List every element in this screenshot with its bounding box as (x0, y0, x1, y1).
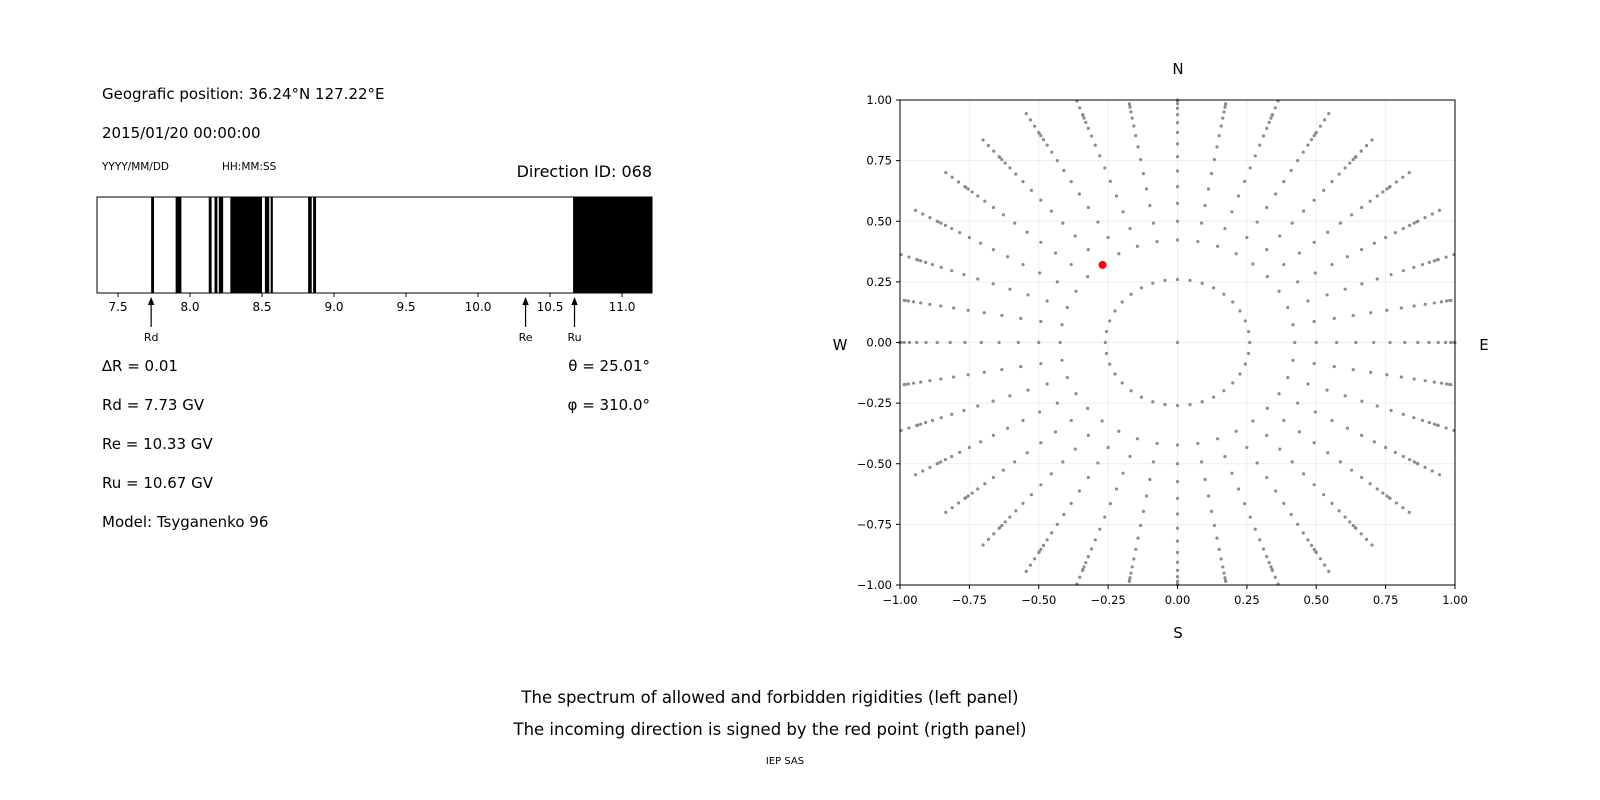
svg-text:8.5: 8.5 (252, 300, 271, 314)
svg-text:7.5: 7.5 (108, 300, 127, 314)
arrow-up-icon (522, 297, 529, 305)
compass-south-label: S (1173, 624, 1183, 642)
direction-map-plot: −1.00 −0.75 −0.50 −0.25 0.00 0.25 0.50 0.75 1.00… (857, 93, 1468, 607)
delta-r-label: ∆R = 0.01 (102, 357, 178, 375)
svg-text:0.25: 0.25 (1234, 593, 1260, 607)
datetime-label: 2015/01/20 00:00:00 (102, 124, 261, 142)
svg-text:10.5: 10.5 (537, 300, 564, 314)
caption-line-1: The spectrum of allowed and forbidden ri… (521, 688, 1019, 707)
svg-text:8.0: 8.0 (180, 300, 199, 314)
svg-text:−1.00: −1.00 (857, 578, 892, 592)
svg-text:Ru: Ru (567, 331, 581, 344)
ru-value-label: Ru = 10.67 GV (102, 474, 213, 492)
svg-text:9.0: 9.0 (324, 300, 343, 314)
time-format-label: HH:MM:SS (222, 161, 277, 173)
rd-value-label: Rd = 7.73 GV (102, 396, 205, 414)
svg-text:11.0: 11.0 (609, 300, 636, 314)
spectrum-x-ticks: 7.5 8.0 8.5 9.0 9.5 10.0 10.5 11.0 (108, 293, 635, 314)
arrow-up-icon (147, 297, 155, 305)
date-format-label: YYYY/MM/DD (102, 161, 170, 173)
theta-value-label: θ = 25.01° (568, 357, 650, 375)
svg-text:Re: Re (519, 331, 533, 344)
direction-grid-dots (898, 98, 1457, 587)
svg-text:1.00: 1.00 (866, 93, 892, 107)
svg-text:9.5: 9.5 (396, 300, 415, 314)
svg-text:−0.25: −0.25 (857, 396, 892, 410)
re-value-label: Re = 10.33 GV (102, 435, 213, 453)
svg-text:0.50: 0.50 (1303, 593, 1329, 607)
svg-text:0.50: 0.50 (866, 214, 892, 228)
svg-text:−0.75: −0.75 (952, 593, 987, 607)
red-point (1098, 260, 1107, 269)
rigidity-markers: Rd Re Ru (144, 297, 582, 344)
svg-text:10.0: 10.0 (465, 300, 492, 314)
svg-text:−0.25: −0.25 (1091, 593, 1126, 607)
svg-text:−0.50: −0.50 (1021, 593, 1056, 607)
compass-east-label: E (1479, 336, 1489, 354)
arrow-up-icon (571, 297, 578, 305)
geo-position-label: Geografic position: 36.24°N 127.22°E (102, 85, 385, 103)
compass-north-label: N (1172, 60, 1184, 78)
caption-line-2: The incoming direction is signed by the … (513, 720, 1027, 739)
spectrum-frame (96, 196, 653, 294)
svg-text:1.00: 1.00 (1442, 593, 1468, 607)
svg-text:Rd: Rd (144, 331, 159, 344)
rigidity-spectrum-plot: 7.5 8.0 8.5 9.0 9.5 10.0 10.5 11.0 Rd Re Ru (96, 196, 653, 344)
svg-text:0.75: 0.75 (866, 154, 892, 168)
svg-text:0.25: 0.25 (866, 275, 892, 289)
phi-value-label: φ = 310.0° (567, 396, 650, 414)
svg-text:0.00: 0.00 (1165, 593, 1191, 607)
forbidden-bands (151, 197, 652, 293)
direction-id-label: Direction ID: 068 (516, 162, 652, 181)
model-label: Model: Tsyganenko 96 (102, 513, 269, 531)
svg-text:−0.50: −0.50 (857, 457, 892, 471)
credit-label: IEP SAS (765, 756, 805, 767)
svg-text:−0.75: −0.75 (857, 517, 892, 531)
svg-text:0.00: 0.00 (866, 336, 892, 350)
direction-axis-ticks: −1.00 −0.75 −0.50 −0.25 0.00 0.25 0.50 0.75 1.00… (857, 93, 1468, 607)
compass-west-label: W (832, 336, 848, 354)
svg-text:−1.00: −1.00 (882, 593, 917, 607)
svg-text:0.75: 0.75 (1373, 593, 1399, 607)
